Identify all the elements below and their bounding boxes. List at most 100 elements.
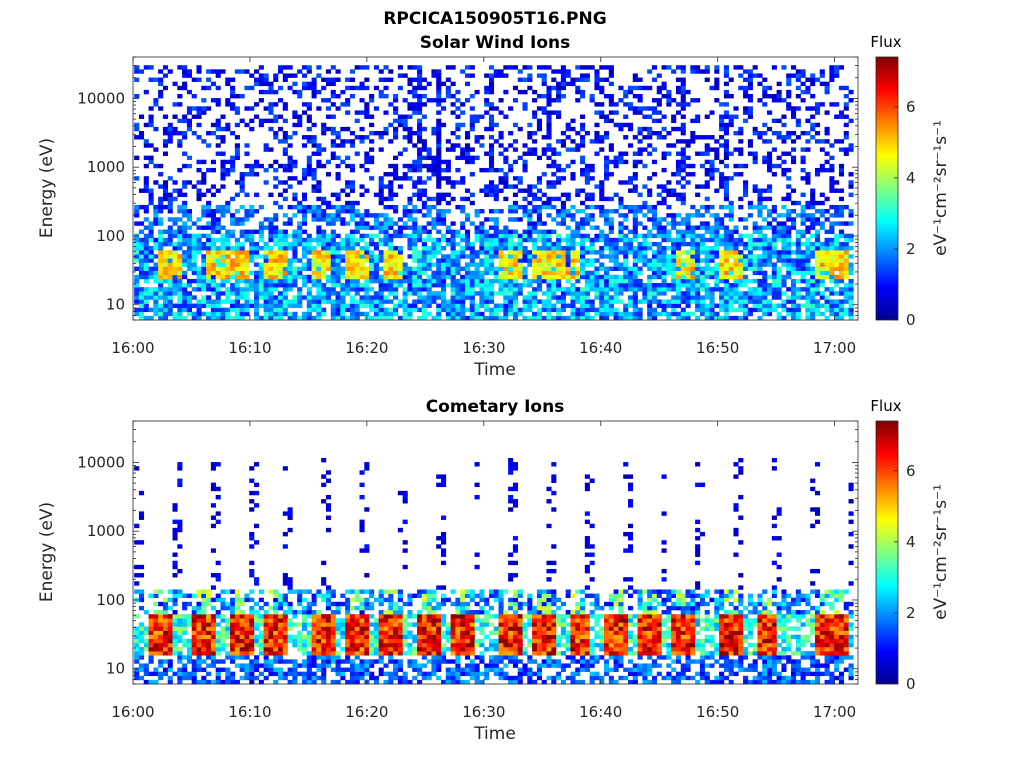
solar-wind-plot-frame [132,56,859,321]
heatmap-cell [474,135,480,140]
heatmap-cell [584,196,590,202]
heatmap-cell [378,69,384,74]
heatmap-cell [508,262,514,267]
heatmap-cell [488,106,495,111]
heatmap-cell [829,274,835,280]
heatmap-cell [747,213,753,218]
heatmap-cell [604,254,610,259]
heatmap-cell [671,299,677,304]
heatmap-cell [153,204,159,210]
heatmap-cell [436,126,442,132]
heatmap-cell [201,225,207,230]
heatmap-cell [517,246,523,251]
heatmap-cell [656,266,662,271]
heatmap-cell [512,311,519,317]
heatmap-cell [546,246,552,251]
heatmap-cell [541,262,547,267]
heatmap-cell [138,221,145,226]
heatmap-cell [287,176,293,181]
heatmap-cell [172,283,178,288]
heatmap-cell [647,114,653,119]
heatmap-cell [594,291,600,296]
heatmap-cell [345,303,351,308]
heatmap-cell [556,299,562,304]
heatmap-cell [613,102,619,107]
heatmap-cell [800,278,806,284]
heatmap-cell [349,283,356,288]
heatmap-cell [378,278,384,284]
heatmap-cell [757,233,763,239]
heatmap-cell [263,217,269,222]
heatmap-cell [369,303,375,308]
heatmap-cell [464,246,471,251]
heatmap-cell [580,155,586,161]
heatmap-cell [776,266,782,271]
heatmap-cell [196,65,202,70]
heatmap-cell [349,311,356,317]
heatmap-cell [536,266,542,271]
heatmap-cell [546,303,552,308]
heatmap-cell [225,81,231,87]
heatmap-cell [273,299,279,304]
heatmap-cell [249,73,255,78]
heatmap-cell [651,130,658,136]
heatmap-cell [441,122,447,128]
heatmap-cell [258,229,264,234]
heatmap-cell [441,233,447,239]
heatmap-cell [556,114,562,119]
heatmap-cell [814,139,821,144]
heatmap-cell [819,213,825,218]
heatmap-cell [546,118,552,124]
heatmap-cell [143,254,149,259]
heatmap-cell [493,266,499,271]
heatmap-cell [613,258,619,263]
heatmap-cell [263,254,269,259]
heatmap-cell [608,258,614,263]
heatmap-cell [162,180,169,185]
heatmap-cell [752,303,758,308]
heatmap-cell [373,299,379,304]
heatmap-cell [484,250,490,255]
heatmap-cell [498,270,504,276]
heatmap-cell [148,122,154,128]
heatmap-cell [345,307,351,313]
heatmap-cell [719,241,725,247]
heatmap-cell [177,254,183,259]
heatmap-cell [604,65,610,70]
heatmap-cell [340,143,346,148]
heatmap-cell [282,237,288,243]
heatmap-cell [249,299,255,304]
heatmap-cell [220,278,226,284]
heatmap-cell [162,270,169,276]
heatmap-cell [580,233,586,239]
heatmap-cell [767,258,773,263]
heatmap-cell [810,315,816,321]
heatmap-cell [709,176,715,181]
heatmap-cell [541,221,547,226]
heatmap-cell [383,278,389,284]
heatmap-cell [369,147,375,152]
heatmap-cell [321,295,327,300]
heatmap-cell [738,147,744,152]
heatmap-cell [484,85,490,91]
heatmap-cell [230,270,236,276]
heatmap-cell [215,102,221,107]
heatmap-cell [699,221,705,226]
heatmap-cell [680,221,686,226]
heatmap-cell [258,246,264,251]
heatmap-cell [345,200,351,206]
heatmap-cell [719,315,725,321]
heatmap-cell [474,209,480,214]
heatmap-cell [321,254,327,259]
heatmap-cell [234,291,240,296]
heatmap-cell [791,217,797,222]
heatmap-cell [800,89,806,95]
heatmap-cell [498,315,504,321]
heatmap-cell [158,270,164,276]
heatmap-cell [349,307,356,313]
heatmap-cell [402,287,408,292]
heatmap-cell [642,225,648,230]
heatmap-cell [292,110,298,115]
heatmap-cell [201,110,207,115]
heatmap-cell [388,262,394,267]
